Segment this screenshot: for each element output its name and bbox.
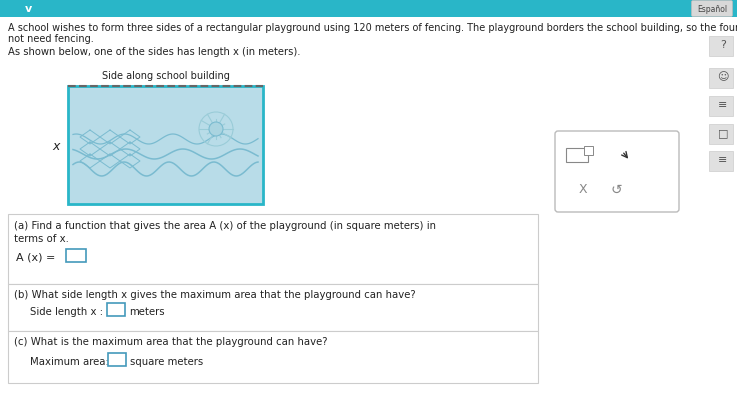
Bar: [8, 284, 538, 331]
Bar: [8, 331, 538, 383]
Text: A (x) =: A (x) =: [16, 252, 55, 262]
Text: X: X: [579, 183, 587, 196]
Bar: [709, 97, 733, 117]
Text: Maximum area:: Maximum area:: [30, 356, 109, 366]
FancyBboxPatch shape: [691, 2, 733, 18]
Text: square meters: square meters: [130, 356, 203, 366]
Bar: [66, 249, 86, 262]
Bar: [709, 152, 733, 172]
Text: (b) What side length x gives the maximum area that the playground can have?: (b) What side length x gives the maximum…: [14, 289, 416, 299]
Text: Side along school building: Side along school building: [102, 71, 229, 81]
Text: v: v: [24, 4, 32, 14]
Text: terms of x.: terms of x.: [14, 234, 69, 243]
Text: ≡: ≡: [719, 155, 727, 164]
Text: ☺: ☺: [717, 72, 729, 82]
Text: ?: ?: [720, 40, 726, 50]
Text: ≡: ≡: [719, 100, 727, 110]
Bar: [566, 148, 588, 163]
Text: meters: meters: [129, 306, 164, 316]
Text: A school wishes to form three sides of a rectangular playground using 120 meters: A school wishes to form three sides of a…: [8, 23, 737, 33]
Bar: [107, 303, 125, 316]
Text: x: x: [52, 139, 60, 152]
Bar: [584, 147, 593, 155]
Text: (c) What is the maximum area that the playground can have?: (c) What is the maximum area that the pl…: [14, 336, 327, 346]
Bar: [0, 0, 737, 18]
FancyBboxPatch shape: [555, 132, 679, 213]
Text: Español: Español: [697, 4, 727, 13]
Text: not need fencing.: not need fencing.: [8, 34, 94, 44]
Bar: [709, 37, 733, 57]
Bar: [108, 353, 126, 366]
Circle shape: [209, 123, 223, 137]
Text: Side length x :: Side length x :: [30, 306, 103, 316]
Text: □: □: [718, 128, 728, 138]
Bar: [68, 87, 263, 204]
Bar: [709, 125, 733, 145]
Text: (a) Find a function that gives the area A (x) of the playground (in square meter: (a) Find a function that gives the area …: [14, 220, 436, 230]
Bar: [8, 214, 538, 284]
Text: As shown below, one of the sides has length x (in meters).: As shown below, one of the sides has len…: [8, 47, 301, 57]
Bar: [709, 69, 733, 89]
Text: ↺: ↺: [610, 182, 622, 196]
